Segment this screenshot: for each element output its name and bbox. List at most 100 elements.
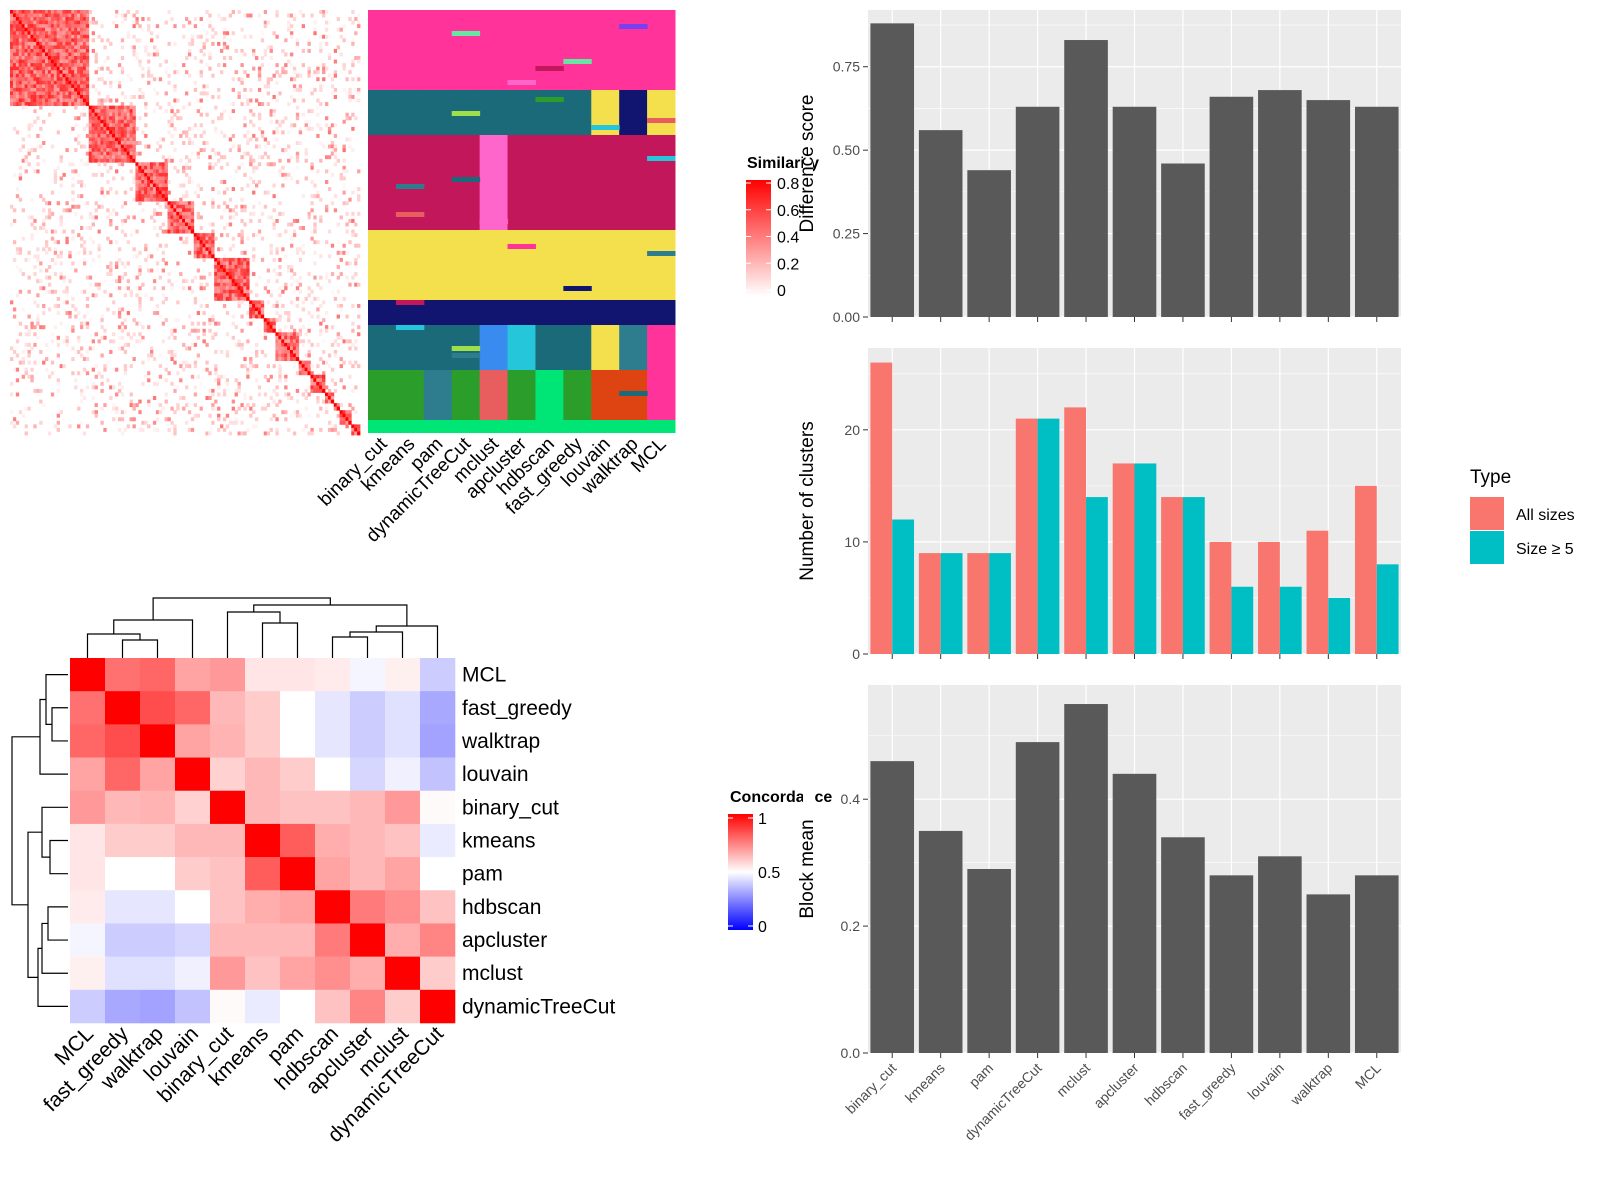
similarity-cell [269, 427, 273, 432]
similarity-cell [322, 34, 326, 39]
similarity-cell [21, 38, 25, 43]
similarity-cell [56, 41, 60, 46]
concordance-cell [350, 757, 386, 792]
similarity-cell [327, 364, 332, 369]
similarity-cell [333, 95, 338, 99]
similarity-cell [249, 357, 253, 362]
similarity-cell [307, 41, 311, 46]
similarity-cell [182, 141, 186, 145]
similarity-cell [348, 116, 352, 121]
similarity-cell [65, 311, 69, 315]
similarity-cell [182, 406, 186, 411]
similarity-cell [342, 158, 346, 163]
concordance-legend-mask [803, 780, 815, 810]
similarity-cell [252, 233, 256, 238]
similarity-cell [202, 311, 206, 315]
similarity-cell [199, 282, 203, 287]
membership-cell [423, 325, 453, 370]
similarity-cell [59, 254, 63, 259]
similarity-cell [77, 20, 81, 25]
similarity-cell [281, 346, 285, 351]
similarity-cell [18, 66, 23, 71]
similarity-cell [295, 342, 300, 347]
similarity-cell [342, 385, 346, 390]
similarity-cell [47, 265, 52, 269]
similarity-cell [275, 392, 279, 397]
similarity-cell [295, 350, 300, 354]
similarity-cell [120, 158, 125, 163]
similarity-cell [193, 233, 198, 238]
similarity-cell [33, 265, 37, 269]
similarity-cell [330, 342, 335, 347]
similarity-cell [62, 279, 66, 284]
similarity-cell [278, 169, 282, 174]
similarity-cell [269, 56, 273, 60]
similarity-cell [351, 218, 355, 223]
similarity-cell [68, 17, 72, 22]
similarity-cell [21, 56, 25, 60]
similarity-cell [193, 243, 198, 248]
similarity-cell [97, 137, 101, 142]
similarity-cell [298, 226, 303, 230]
similarity-cell [269, 77, 273, 82]
similarity-cell [196, 126, 200, 131]
similarity-cell [33, 31, 37, 36]
membership-cell [563, 420, 592, 433]
similarity-cell [199, 240, 203, 245]
similarity-cell [272, 318, 276, 323]
similarity-cell [138, 427, 142, 432]
similarity-cell [260, 236, 265, 241]
similarity-cell [336, 413, 340, 418]
similarity-cell [53, 73, 58, 78]
similarity-cell [24, 424, 28, 429]
similarity-cell [135, 197, 139, 202]
similarity-cell [120, 218, 125, 223]
similarity-cell [243, 250, 247, 255]
similarity-cell [62, 91, 66, 96]
similarity-cell [292, 350, 297, 354]
similarity-cell [304, 151, 308, 156]
similarity-cell [91, 155, 95, 160]
similarity-cell [278, 374, 282, 379]
membership-cell [563, 300, 592, 325]
similarity-cell [138, 172, 142, 177]
similarity-cell [53, 20, 58, 25]
similarity-cell [234, 342, 238, 347]
similarity-cell [185, 56, 189, 60]
similarity-cell [281, 165, 285, 170]
similarity-cell [94, 364, 98, 369]
similarity-cell [301, 342, 305, 347]
similarity-cell [129, 95, 133, 99]
similarity-cell [24, 98, 28, 103]
similarity-cell [295, 165, 300, 170]
similarity-cell [161, 250, 165, 255]
similarity-cell [234, 268, 238, 273]
similarity-cell [208, 272, 212, 277]
similarity-cell [120, 151, 125, 156]
similarity-cell [257, 66, 262, 71]
similarity-cell [45, 56, 49, 60]
similarity-cell [182, 325, 186, 330]
similarity-cell [27, 328, 31, 333]
similarity-cell [263, 332, 268, 337]
similarity-cell [126, 133, 130, 138]
bar [1209, 875, 1254, 1053]
similarity-cell [164, 70, 168, 75]
membership-cell [591, 300, 620, 325]
membership-cell [507, 370, 536, 420]
similarity-cell [71, 328, 75, 333]
membership-cell [619, 391, 648, 396]
similarity-cell [45, 91, 49, 96]
similarity-cell [21, 41, 25, 46]
similarity-cell [15, 95, 20, 99]
similarity-cell [85, 73, 90, 78]
similarity-cell [126, 144, 130, 149]
similarity-cell [348, 70, 352, 75]
similarity-cell [129, 158, 133, 163]
membership-cell [451, 420, 481, 433]
similarity-cell [339, 364, 343, 369]
similarity-cell [71, 31, 75, 36]
similarity-cell [228, 265, 233, 269]
similarity-cell [112, 112, 116, 117]
similarity-cell [94, 151, 98, 156]
